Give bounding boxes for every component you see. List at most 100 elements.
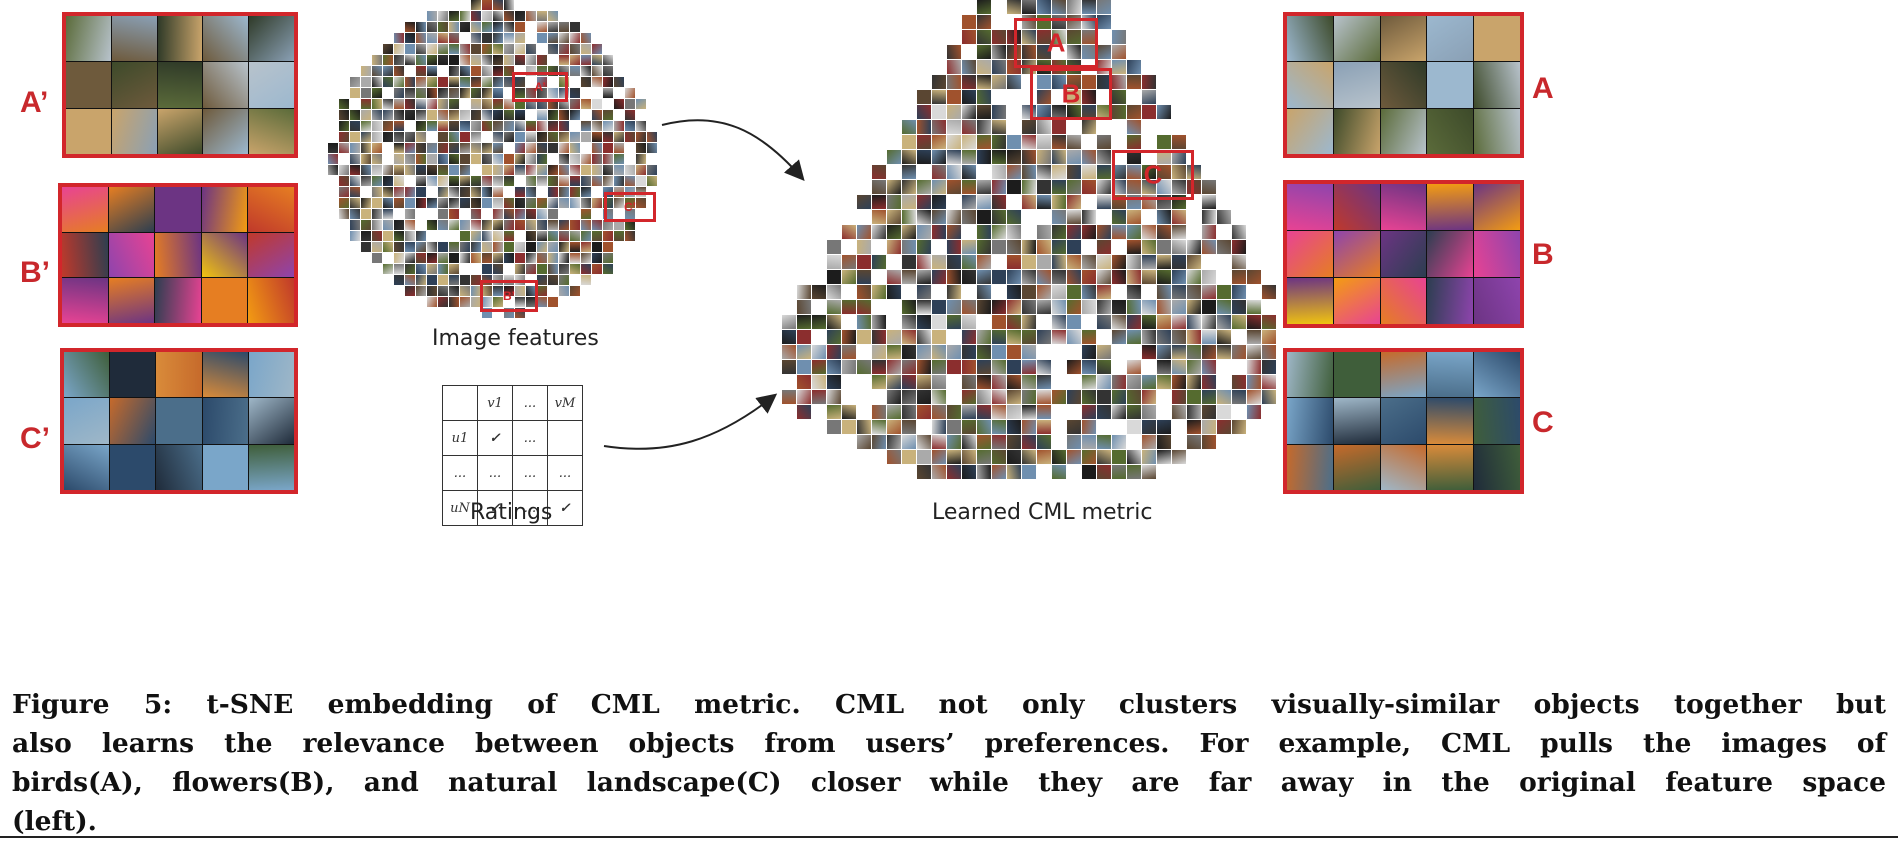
embedding-thumbnail [592,220,602,230]
embedding-thumbnail [1172,240,1186,254]
embedding-thumbnail [962,150,976,164]
embedding-thumbnail [471,143,481,153]
embedding-thumbnail [493,22,503,32]
embedding-thumbnail [471,0,481,10]
embedding-thumbnail [394,231,404,241]
embedding-thumbnail [1142,75,1156,89]
embedding-thumbnail [438,187,448,197]
embedding-thumbnail [570,242,580,252]
embedding-thumbnail [405,77,415,87]
photo-thumbnail [203,16,249,62]
embedding-thumbnail [1037,330,1051,344]
embedding-thumbnail [1082,45,1096,59]
embedding-thumbnail [1112,300,1126,314]
embedding-thumbnail [372,220,382,230]
embedding-thumbnail [405,220,415,230]
embedding-thumbnail [482,11,492,21]
embedding-thumbnail [962,195,976,209]
embedding-thumbnail [1112,375,1126,389]
embedding-thumbnail [857,195,871,209]
embedding-thumbnail [962,390,976,404]
embedding-thumbnail [581,77,591,87]
embedding-thumbnail [339,143,349,153]
embedding-thumbnail [526,154,536,164]
embedding-thumbnail [603,242,613,252]
embedding-thumbnail [493,286,503,296]
embedding-thumbnail [603,110,613,120]
embedding-thumbnail [902,270,916,284]
embedding-thumbnail [1112,180,1126,194]
embedding-thumbnail [526,220,536,230]
embedding-thumbnail [559,132,569,142]
embedding-thumbnail [405,198,415,208]
embedding-thumbnail [842,345,856,359]
embedding-thumbnail [537,110,547,120]
embedding-thumbnail [1202,270,1216,284]
embedding-thumbnail [416,77,426,87]
embedding-thumbnail [460,220,470,230]
embedding-thumbnail [383,132,393,142]
embedding-thumbnail [515,187,525,197]
embedding-thumbnail [537,66,547,76]
embedding-thumbnail [992,300,1006,314]
embedding-thumbnail [1172,360,1186,374]
embedding-thumbnail [932,180,946,194]
embedding-thumbnail [427,154,437,164]
embedding-thumbnail [416,198,426,208]
embedding-thumbnail [1052,105,1066,119]
embedding-thumbnail [887,405,901,419]
embedding-thumbnail [526,44,536,54]
embedding-thumbnail [471,253,481,263]
embedding-thumbnail [559,242,569,252]
photo-thumbnail [108,187,155,232]
embedding-thumbnail [526,176,536,186]
embedding-thumbnail [548,231,558,241]
embedding-thumbnail [460,198,470,208]
embedding-thumbnail [842,405,856,419]
embedding-thumbnail [1082,300,1096,314]
embedding-thumbnail [427,44,437,54]
embedding-thumbnail [1022,195,1036,209]
embedding-thumbnail [603,231,613,241]
embedding-thumbnail [1142,375,1156,389]
photo-thumbnail [1333,184,1380,230]
embedding-thumbnail [812,390,826,404]
embedding-thumbnail [917,135,931,149]
embedding-thumbnail [394,110,404,120]
embedding-thumbnail [1172,450,1186,464]
embedding-thumbnail [947,105,961,119]
image-features-caption: Image features [432,326,599,351]
embedding-thumbnail [493,0,503,10]
embedding-thumbnail [782,330,796,344]
embedding-thumbnail [1112,90,1126,104]
embedding-thumbnail [1142,225,1156,239]
embedding-thumbnail [1082,105,1096,119]
embedding-thumbnail [427,297,437,307]
embedding-thumbnail [603,165,613,175]
embedding-thumbnail [1217,405,1231,419]
embedding-thumbnail [504,286,514,296]
embedding-thumbnail [1172,315,1186,329]
photo-thumbnail [1380,398,1427,444]
embedding-thumbnail [537,198,547,208]
embedding-thumbnail [471,198,481,208]
embedding-thumbnail [449,143,459,153]
embedding-thumbnail [636,121,646,131]
embedding-thumbnail [361,99,371,109]
embedding-thumbnail [917,210,931,224]
embedding-thumbnail [405,110,415,120]
embedding-thumbnail [992,45,1006,59]
embedding-thumbnail [1232,375,1246,389]
embedding-thumbnail [427,22,437,32]
embedding-thumbnail [614,121,624,131]
photo-thumbnail [1333,278,1380,324]
embedding-thumbnail [1067,270,1081,284]
image-grid-b-prime [58,183,298,327]
image-grid-c-prime [60,348,298,494]
embedding-thumbnail [482,264,492,274]
embedding-thumbnail [1022,330,1036,344]
embedding-thumbnail [515,88,525,98]
embedding-thumbnail [977,120,991,134]
embedding-thumbnail [471,121,481,131]
embedding-thumbnail [1082,375,1096,389]
